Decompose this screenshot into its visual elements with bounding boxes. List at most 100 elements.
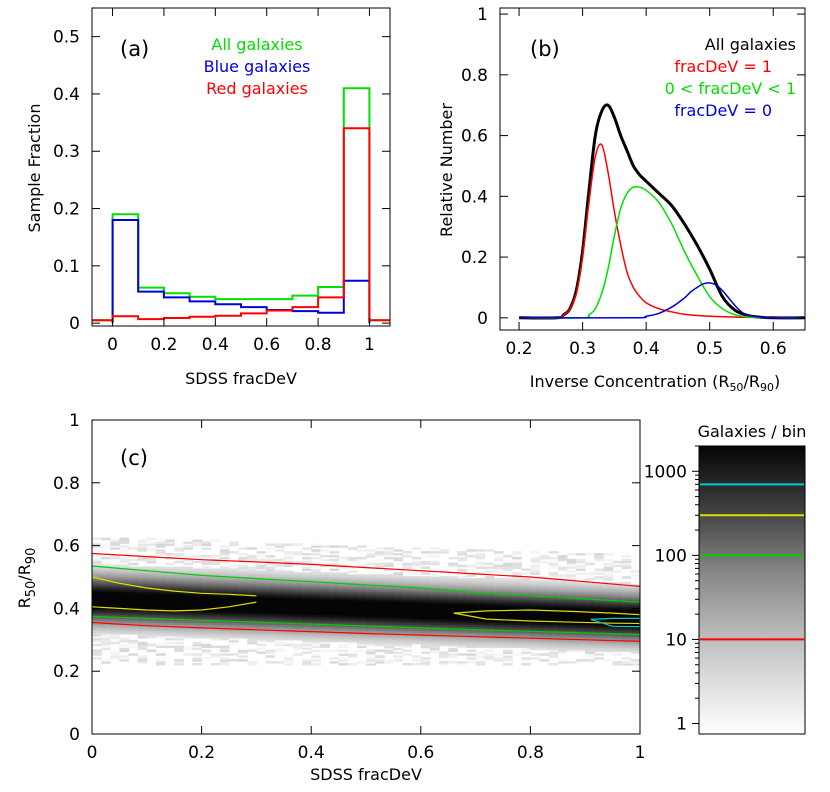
heatmap-cell xyxy=(101,661,111,664)
heatmap-cell xyxy=(229,578,239,581)
heatmap-cell xyxy=(274,599,285,602)
heatmap-cell xyxy=(311,663,321,666)
heatmap-cell xyxy=(439,610,449,614)
heatmap-cell xyxy=(384,583,394,587)
heatmap-cell xyxy=(566,558,577,562)
heatmap-cell xyxy=(283,603,294,606)
heatmap-cell xyxy=(311,637,321,641)
heatmap-cell xyxy=(201,609,212,612)
heatmap-cell xyxy=(137,574,148,577)
heatmap-cell xyxy=(375,636,385,639)
heatmap-cell xyxy=(439,578,449,581)
heatmap-cell xyxy=(594,645,604,649)
heatmap-cell xyxy=(585,591,595,595)
heatmap-cell xyxy=(137,545,148,548)
heatmap-cell xyxy=(292,591,303,595)
heatmap-cell xyxy=(311,616,321,620)
heatmap-cell xyxy=(457,607,467,610)
heatmap-cell xyxy=(503,580,513,583)
heatmap-cell xyxy=(165,595,175,598)
heatmap-cell xyxy=(548,591,559,595)
heatmap-cell xyxy=(411,580,422,583)
heatmap-cell xyxy=(201,616,212,620)
heatmap-cell xyxy=(183,593,193,597)
heatmap-cell xyxy=(329,612,340,616)
heatmap-cell xyxy=(119,647,130,651)
heatmap-cell xyxy=(311,556,321,560)
heatmap-cell xyxy=(393,589,404,593)
heatmap-cell xyxy=(411,605,422,608)
heatmap-cell xyxy=(448,634,458,637)
heatmap-cell xyxy=(265,574,276,577)
heatmap-cell xyxy=(621,624,632,627)
heatmap-cell xyxy=(630,636,640,639)
heatmap-cell xyxy=(539,601,550,604)
heatmap-cell xyxy=(283,637,294,641)
heatmap-cell xyxy=(320,555,330,558)
heatmap-cell xyxy=(493,641,504,645)
heatmap-cell xyxy=(110,609,120,612)
heatmap-cell xyxy=(119,628,130,631)
heatmap-cell xyxy=(466,653,477,656)
heatmap-cell xyxy=(503,566,513,569)
heatmap-cell xyxy=(530,599,541,602)
heatmap-cell xyxy=(219,605,230,608)
heatmap-cell xyxy=(338,612,349,616)
heatmap-cell xyxy=(274,647,285,651)
heatmap-cell xyxy=(320,603,330,606)
heatmap-cell xyxy=(594,657,604,660)
heatmap-cell xyxy=(92,599,102,602)
heatmap-cell xyxy=(155,589,166,593)
heatmap-cell xyxy=(475,641,486,645)
heatmap-cell xyxy=(92,603,102,606)
heatmap-cell xyxy=(585,634,595,637)
heatmap-cell xyxy=(521,580,531,583)
heatmap-cell xyxy=(119,597,130,600)
heatmap-cell xyxy=(603,610,614,614)
heatmap-cell xyxy=(375,547,385,550)
heatmap-cell xyxy=(265,610,276,614)
heatmap-cell xyxy=(219,572,230,575)
heatmap-cell xyxy=(101,630,111,633)
heatmap-cell xyxy=(265,637,276,641)
heatmap-cell xyxy=(320,558,330,562)
heatmap-cell xyxy=(530,587,541,591)
heatmap-cell xyxy=(576,659,586,662)
heatmap-cell xyxy=(219,582,230,585)
heatmap-cell xyxy=(366,589,376,593)
heatmap-cell xyxy=(475,610,486,614)
heatmap-cell xyxy=(265,570,276,573)
heatmap-cell xyxy=(503,637,513,641)
heatmap-cell xyxy=(439,599,449,602)
heatmap-cell xyxy=(384,597,394,600)
heatmap-cell xyxy=(119,612,130,616)
heatmap-cell xyxy=(320,609,330,612)
heatmap-cell xyxy=(338,545,349,548)
heatmap-cell xyxy=(548,614,559,618)
heatmap-cell xyxy=(302,661,312,664)
heatmap-cell xyxy=(101,574,111,577)
heatmap-cell xyxy=(110,601,120,604)
heatmap-cell xyxy=(274,610,285,614)
heatmap-cell xyxy=(146,634,157,637)
heatmap-cell xyxy=(585,622,595,625)
heatmap-cell xyxy=(630,643,640,647)
heatmap-cell xyxy=(411,595,422,598)
heatmap-cell xyxy=(101,599,111,602)
heatmap-cell xyxy=(411,620,422,624)
heatmap-cell xyxy=(366,562,376,566)
heatmap-cell xyxy=(101,614,111,618)
heatmap-cell xyxy=(484,589,495,593)
heatmap-cell xyxy=(119,655,130,658)
heatmap-cell xyxy=(539,641,550,645)
heatmap-cell xyxy=(137,647,148,651)
heatmap-cell xyxy=(530,624,541,627)
heatmap-cell xyxy=(484,566,495,569)
heatmap-cell xyxy=(302,624,312,627)
heatmap-cell xyxy=(174,580,184,583)
heatmap-cell xyxy=(621,649,632,652)
heatmap-cell xyxy=(137,659,148,662)
heatmap-cell xyxy=(429,616,440,620)
heatmap-cell xyxy=(439,636,449,639)
heatmap-cell xyxy=(539,555,550,558)
